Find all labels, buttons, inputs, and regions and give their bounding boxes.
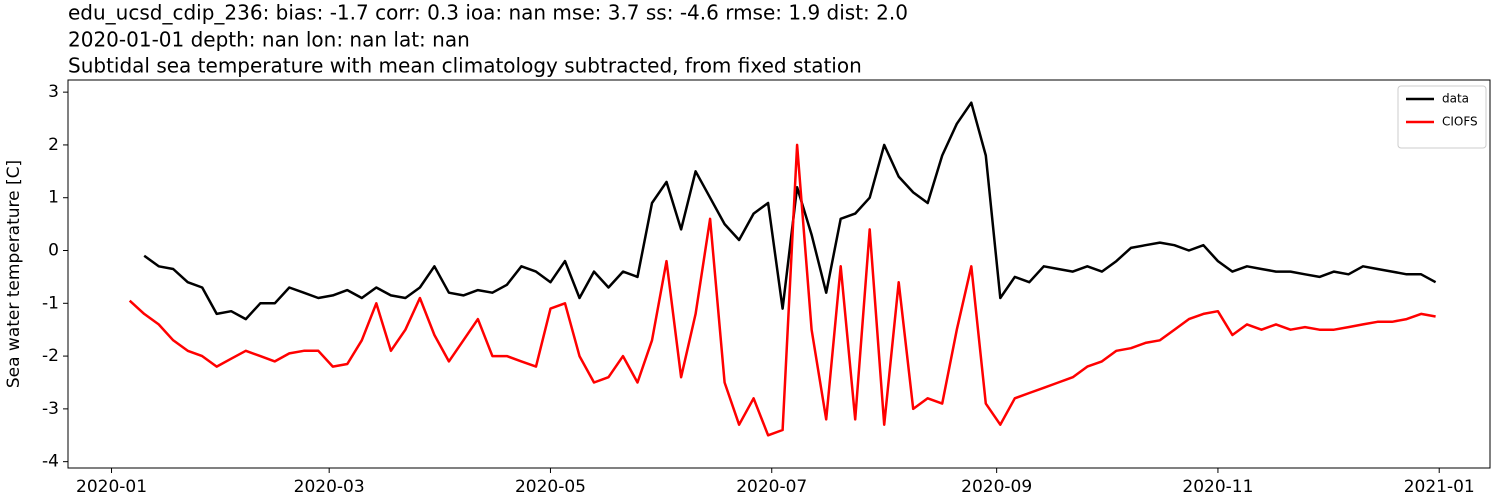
y-tick-label: -2 <box>42 346 59 366</box>
y-tick-label: 0 <box>48 241 59 261</box>
title-line: Subtidal sea temperature with mean clima… <box>68 54 862 78</box>
y-tick-label: 3 <box>48 82 59 102</box>
title-line: 2020-01-01 depth: nan lon: nan lat: nan <box>68 28 470 52</box>
y-tick-label: 2 <box>48 135 59 155</box>
y-tick-label: -3 <box>42 399 59 419</box>
x-tick-label: 2020-11 <box>1182 477 1253 497</box>
legend-label: data <box>1442 92 1469 106</box>
x-tick-label: 2020-09 <box>961 477 1032 497</box>
legend-label: CIOFS <box>1442 115 1478 129</box>
y-axis-label: Sea water temperature [C] <box>4 160 24 388</box>
y-tick-label: -4 <box>42 452 59 472</box>
x-tick-label: 2021-01 <box>1404 477 1475 497</box>
y-tick-label: 1 <box>48 188 59 208</box>
x-tick-label: 2020-01 <box>76 477 147 497</box>
series-line <box>143 101 1437 321</box>
title-line: edu_ucsd_cdip_236: bias: -1.7 corr: 0.3 … <box>68 1 908 25</box>
y-tick-label: -1 <box>42 293 59 313</box>
x-tick-label: 2020-07 <box>736 477 807 497</box>
x-tick-label: 2020-03 <box>294 477 365 497</box>
plot-frame <box>67 79 1491 469</box>
legend-box <box>1397 85 1487 149</box>
x-tick-label: 2020-05 <box>515 477 586 497</box>
series-line <box>128 143 1436 437</box>
